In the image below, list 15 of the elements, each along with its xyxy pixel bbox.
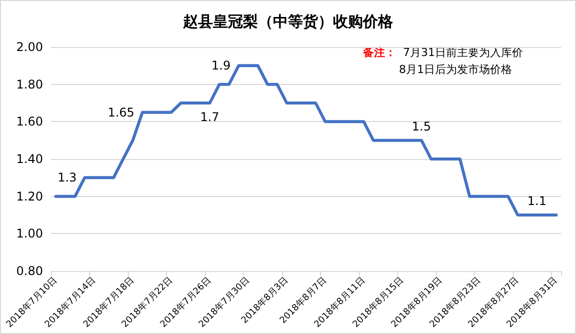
y-tick-label: 1.00 [16, 226, 43, 241]
chart-title: 赵县皇冠梨（中等货）收购价格 [182, 12, 394, 30]
y-tick-label: 1.60 [16, 114, 43, 129]
y-tick-label: 1.20 [16, 189, 43, 204]
data-label: 1.5 [412, 119, 432, 134]
data-label: 1.65 [108, 105, 134, 120]
y-tick-label: 0.80 [16, 264, 43, 278]
y-tick-label: 2.00 [16, 40, 43, 54]
y-tick-label: 1.40 [16, 152, 43, 166]
data-label: 1.7 [200, 110, 220, 124]
data-label: 1.1 [527, 194, 546, 208]
y-tick-label: 1.80 [16, 77, 43, 92]
data-label: 1.9 [212, 58, 231, 73]
annotation: 8月1日后为发市场价格 [399, 63, 512, 76]
data-label: 1.3 [58, 170, 77, 185]
